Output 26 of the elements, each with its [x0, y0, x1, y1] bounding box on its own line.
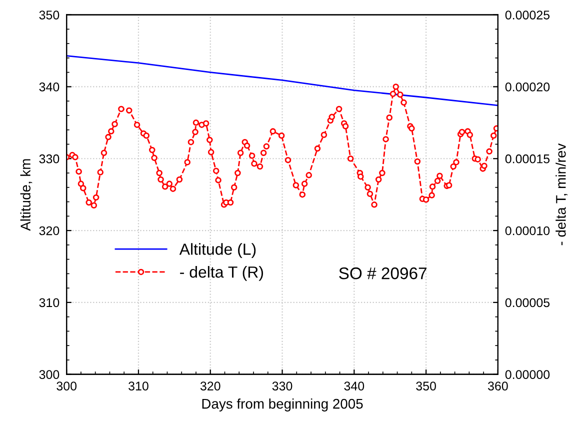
y-tick-label: 350: [39, 10, 60, 20]
y2-tick-label: 0.00020: [505, 82, 550, 92]
annotation: SO # 20967: [339, 267, 426, 280]
x-tick-label: 340: [344, 382, 364, 390]
x-tick-label: 350: [416, 382, 436, 390]
x-tick-label: 360: [488, 382, 508, 390]
x-tick-label: 330: [272, 382, 292, 390]
y-tick-label: 300: [39, 370, 60, 380]
x-tick-label: 310: [128, 382, 148, 390]
x-tick-label: 300: [56, 382, 77, 390]
y2-axis-title: - delta T, min/rev: [556, 143, 568, 246]
line-series: [66, 55, 498, 106]
y2-tick-label: 0.00015: [505, 154, 550, 164]
y-tick-label: 310: [39, 298, 60, 308]
legend-label: Altitude (L): [179, 243, 256, 258]
y-tick-label: 340: [39, 82, 60, 92]
y2-tick-label: 0.00010: [505, 226, 550, 236]
y-axis-title: Altitude, km: [20, 159, 32, 231]
y-tick-label: 330: [39, 154, 60, 164]
x-axis-title: Days from beginning 2005: [202, 398, 363, 412]
y2-tick-label: 0.00025: [505, 10, 550, 20]
y-tick-label: 320: [39, 226, 60, 236]
x-tick-label: 320: [200, 382, 220, 390]
y2-tick-label: 0.00000: [505, 370, 550, 380]
legend-label: - delta T (R): [180, 266, 263, 281]
y2-tick-label: 0.00005: [505, 298, 550, 308]
